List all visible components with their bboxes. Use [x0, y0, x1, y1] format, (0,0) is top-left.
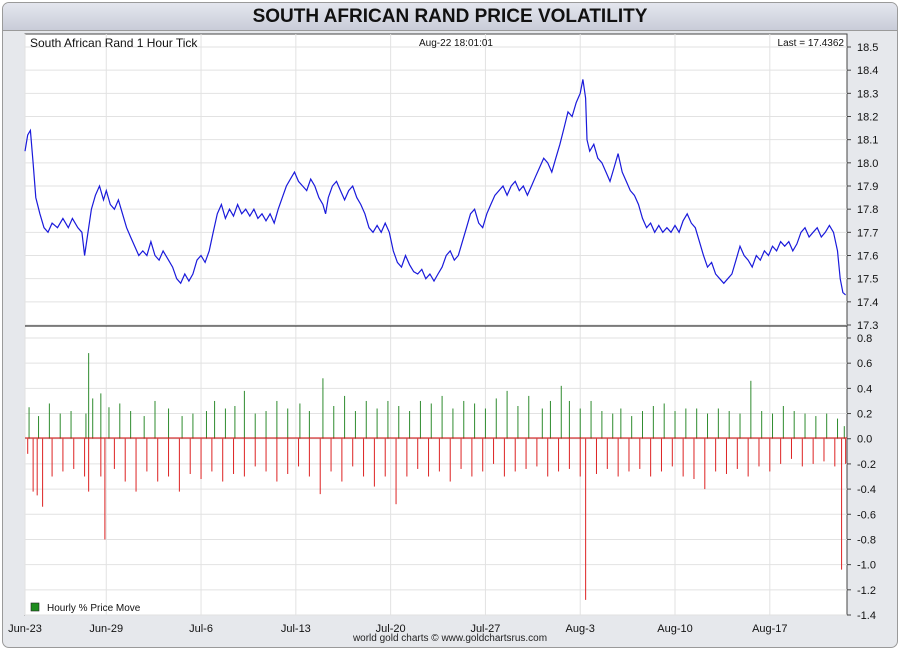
- y-tick-label: 17.9: [857, 181, 878, 193]
- y-tick-label: -0.6: [857, 509, 876, 521]
- y-tick-label: 0.0: [857, 434, 872, 446]
- y-tick-label: 0.8: [857, 333, 872, 345]
- x-tick-label: Aug-17: [752, 623, 787, 635]
- x-tick-label: Jul-27: [470, 623, 500, 635]
- y-tick-label: -0.8: [857, 534, 876, 546]
- x-tick-label: Jun-29: [89, 623, 123, 635]
- grid-lines: [24, 34, 847, 616]
- y-tick-label: 17.4: [857, 297, 878, 309]
- price-line: [24, 79, 846, 296]
- y-tick-label: -0.2: [857, 459, 876, 471]
- y-tick-label: -0.4: [857, 484, 876, 496]
- chart-title: SOUTH AFRICAN RAND PRICE VOLATILITY: [3, 3, 897, 31]
- y-axis-bottom: 0.8 0.6 0.4 0.2 0.0 -0.2 -0.4 -0.6 -0.8 -1.0 -1.2 -…: [847, 333, 876, 622]
- y-tick-label: 17.8: [857, 204, 878, 216]
- y-tick-label: 0.4: [857, 383, 872, 395]
- y-tick-label: 18.3: [857, 88, 878, 100]
- y-tick-label: 17.5: [857, 274, 878, 286]
- y-tick-label: -1.0: [857, 560, 876, 572]
- y-tick-label: 18.4: [857, 65, 878, 77]
- y-tick-label: -1.4: [857, 610, 876, 622]
- y-tick-label: 18.0: [857, 158, 878, 170]
- y-tick-label: 17.3: [857, 320, 878, 332]
- x-tick-label: Jul-20: [376, 623, 406, 635]
- x-tick-label: Jul-13: [281, 623, 311, 635]
- y-tick-label: 17.7: [857, 227, 878, 239]
- legend-label: Hourly % Price Move: [47, 603, 141, 614]
- y-tick-label: 0.2: [857, 409, 872, 421]
- y-tick-label: 17.6: [857, 251, 878, 263]
- y-tick-label: 18.5: [857, 42, 878, 54]
- last-price: Last = 17.4362: [778, 38, 845, 49]
- y-tick-label: -1.2: [857, 585, 876, 597]
- timestamp: Aug-22 18:01:01: [419, 38, 493, 49]
- footer-credit: world gold charts © www.goldchartsrus.co…: [352, 633, 548, 644]
- y-tick-label: 18.2: [857, 112, 878, 124]
- x-axis: Jun-23 Jun-29 Jul-6 Jul-13 Jul-20 Jul-27 Aug-3…: [8, 623, 787, 635]
- y-tick-label: 0.6: [857, 358, 872, 370]
- x-tick-label: Aug-3: [566, 623, 595, 635]
- legend-swatch: [30, 602, 40, 612]
- volatility-bars: [27, 353, 847, 600]
- x-tick-label: Jun-23: [8, 623, 42, 635]
- y-tick-label: 18.1: [857, 135, 878, 147]
- y-axis-top: 18.5 18.4 18.3 18.2 18.1 18.0 17.9 17.8 17.7 17.6…: [847, 42, 878, 332]
- x-tick-label: Jul-6: [189, 623, 213, 635]
- series-label: South African Rand 1 Hour Tick: [30, 36, 198, 50]
- x-tick-label: Aug-10: [657, 623, 692, 635]
